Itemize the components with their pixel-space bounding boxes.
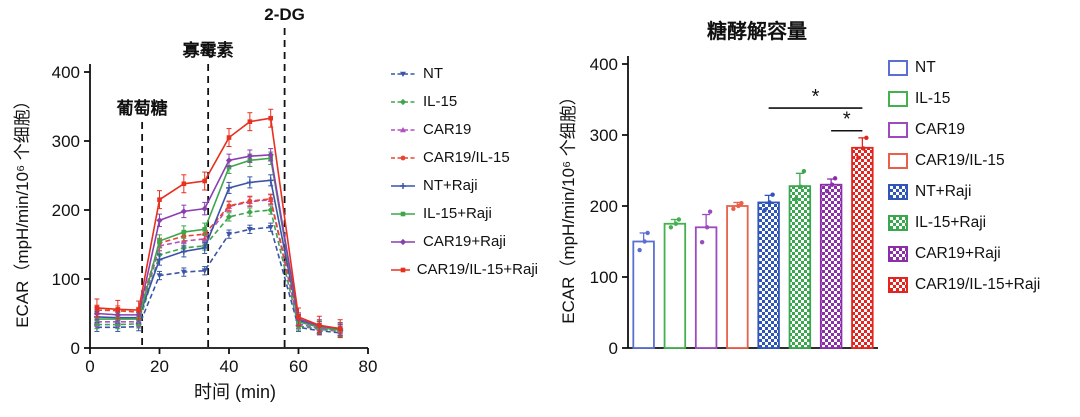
chart-text: 300 xyxy=(590,126,618,145)
chart-text: 400 xyxy=(590,55,618,74)
chart-text: 80 xyxy=(359,357,378,376)
legend-swatch-icon xyxy=(888,277,908,293)
bar-chart-legend: NT IL-15 CAR19 CAR19/IL-15 NT+Raji IL-15+Raji… xyxy=(888,60,1070,293)
legend-marker-icon xyxy=(391,71,415,77)
significance-bracket-1: * xyxy=(831,109,863,132)
bar-CAR19+Raji xyxy=(819,176,843,349)
injection-label: 葡萄糖 xyxy=(116,98,168,118)
legend-label: NT xyxy=(423,65,443,82)
legend-item-IL-15: IL-15 xyxy=(390,94,538,109)
legend-item-CAR19: CAR19 xyxy=(888,122,1070,138)
bar-NT xyxy=(632,230,655,349)
chart-text: 0 xyxy=(609,339,618,358)
bar-IL-15 xyxy=(663,217,687,349)
legend-marker-icon xyxy=(391,182,415,189)
legend-swatch-icon xyxy=(888,215,908,231)
legend-label: CAR19/IL-15 xyxy=(423,149,510,166)
chart-text: 60 xyxy=(289,357,308,376)
bar-CAR19/IL-15 xyxy=(726,200,749,349)
injection-0: 葡萄糖 xyxy=(116,98,168,348)
legend-swatch-icon xyxy=(888,153,908,169)
legend-item-CAR19/IL-15: CAR19/IL-15 xyxy=(390,150,538,165)
legend-item-CAR19+Raji: CAR19+Raji xyxy=(888,246,1070,262)
legend-label: NT xyxy=(915,59,936,77)
legend-label: CAR19 xyxy=(423,121,472,138)
legend-swatch-icon xyxy=(888,184,908,200)
legend-marker-icon xyxy=(391,155,415,160)
significance-bracket-0: * xyxy=(768,86,863,109)
legend-label: CAR19+Raji xyxy=(423,233,506,250)
legend-item-CAR19/IL-15+Raji: CAR19/IL-15+Raji xyxy=(390,262,538,277)
legend-item-CAR19+Raji: CAR19+Raji xyxy=(390,234,538,249)
glycolytic-bar-plot: 糖酵解容量 0 100 200 300 400 ECAR（mpH/min/10⁶ 个细胞） *… xyxy=(559,19,878,358)
legend-item-NT: NT xyxy=(888,60,1070,76)
line-chart-legend: NT IL-15 CAR19 CAR19/IL-15 NT+Raji IL-15+Raji… xyxy=(390,66,538,277)
injection-2: 2-DG xyxy=(264,5,305,348)
legend-marker-icon xyxy=(391,98,415,105)
legend-label: IL-15 xyxy=(915,90,951,108)
legend-label: CAR19/IL-15 xyxy=(915,152,1005,170)
significance-star: * xyxy=(812,86,820,108)
legend-swatch-icon xyxy=(888,60,908,76)
legend-item-CAR19: CAR19 xyxy=(390,122,538,137)
x-axis-label: 时间 (min) xyxy=(194,382,276,402)
legend-marker-icon xyxy=(391,267,410,272)
legend-item-CAR19/IL-15+Raji: CAR19/IL-15+Raji xyxy=(888,277,1070,293)
legend-label: CAR19 xyxy=(915,121,965,139)
y-axis-label: ECAR（mpH/min/10⁶ 个细胞） xyxy=(13,92,32,328)
legend-label: CAR19/IL-15+Raji xyxy=(915,276,1041,294)
axes: 0 100 200 300 400 0 20 40 60 80 ECAR（mpH/min/10⁶ 个… xyxy=(13,63,377,402)
legend-marker-icon xyxy=(391,238,415,245)
significance-star: * xyxy=(843,109,851,131)
legend-label: NT+Raji xyxy=(915,183,972,201)
legend-label: IL-15+Raji xyxy=(915,214,987,232)
legend-item-IL-15+Raji: IL-15+Raji xyxy=(390,206,538,221)
legend-label: IL-15+Raji xyxy=(423,205,492,222)
injection-label: 寡霉素 xyxy=(182,40,234,60)
axes: 0 100 200 300 400 ECAR（mpH/min/10⁶ 个细胞） xyxy=(559,55,878,358)
series-CAR19/IL-15+Raji xyxy=(94,108,343,339)
chart-text: 300 xyxy=(52,132,80,151)
legend-item-CAR19/IL-15: CAR19/IL-15 xyxy=(888,153,1070,169)
chart-text: 200 xyxy=(52,201,80,220)
chart-text: 100 xyxy=(590,268,618,287)
glycolytic-capacity-bar-chart: 糖酵解容量 0 100 200 300 400 ECAR（mpH/min/10⁶ 个细胞） *… xyxy=(552,0,888,417)
legend-label: NT+Raji xyxy=(423,177,478,194)
legend-swatch-icon xyxy=(888,122,908,138)
legend-item-IL-15+Raji: IL-15+Raji xyxy=(888,215,1070,231)
chart-text: 40 xyxy=(220,357,239,376)
legend-marker-icon xyxy=(391,211,415,216)
legend-marker-icon xyxy=(391,126,415,132)
series-IL-15 xyxy=(93,205,344,337)
injection-1: 寡霉素 xyxy=(182,40,234,348)
series-CAR19+Raji xyxy=(93,148,344,336)
ecar-time-panel: 0 100 200 300 400 0 20 40 60 80 ECAR（mpH/min/10⁶ 个… xyxy=(6,0,538,417)
legend-label: IL-15 xyxy=(423,93,458,110)
ecar-line-chart: 0 100 200 300 400 0 20 40 60 80 ECAR（mpH/min/10⁶ 个… xyxy=(6,0,388,417)
bar-IL-15+Raji xyxy=(788,169,812,349)
legend-item-IL-15: IL-15 xyxy=(888,91,1070,107)
legend-item-NT+Raji: NT+Raji xyxy=(390,178,538,193)
legend-item-NT+Raji: NT+Raji xyxy=(888,184,1070,200)
legend-label: CAR19/IL-15+Raji xyxy=(416,261,538,278)
chart-text: 20 xyxy=(150,357,169,376)
glycolytic-capacity-panel: 糖酵解容量 0 100 200 300 400 ECAR（mpH/min/10⁶ 个细胞） *… xyxy=(552,0,1070,417)
ecar-line-plot: 0 100 200 300 400 0 20 40 60 80 ECAR（mpH/min/10⁶ 个… xyxy=(13,5,377,402)
legend-swatch-icon xyxy=(888,246,908,262)
injection-label: 2-DG xyxy=(264,5,305,24)
bar-chart-title: 糖酵解容量 xyxy=(707,19,807,43)
chart-text: 100 xyxy=(52,270,80,289)
bar-CAR19 xyxy=(694,209,718,349)
bar-NT+Raji xyxy=(757,192,780,349)
legend-swatch-icon xyxy=(888,91,908,107)
chart-text: 200 xyxy=(590,197,618,216)
legend-item-NT: NT xyxy=(390,66,538,81)
y-axis-label: ECAR（mpH/min/10⁶ 个细胞） xyxy=(559,88,578,324)
bar-CAR19/IL-15+Raji xyxy=(851,135,874,349)
chart-text: 0 xyxy=(85,357,94,376)
chart-text: 0 xyxy=(71,339,80,358)
legend-label: CAR19+Raji xyxy=(915,245,1001,263)
chart-text: 400 xyxy=(52,63,80,82)
